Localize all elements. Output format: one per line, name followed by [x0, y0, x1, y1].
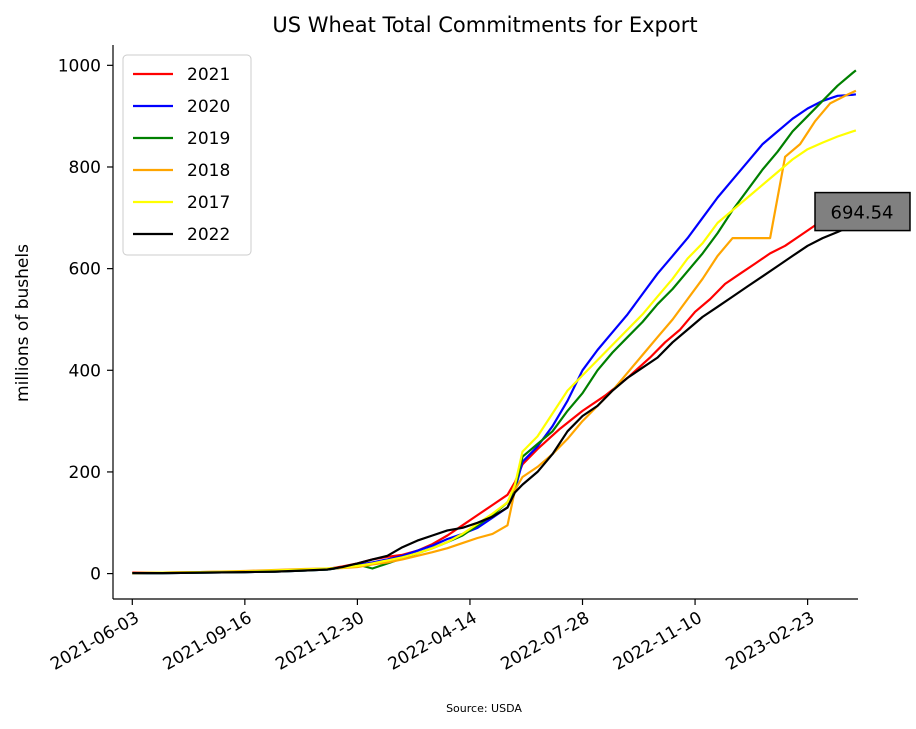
legend-label-2021: 2021: [187, 65, 230, 85]
chart-title: US Wheat Total Commitments for Export: [272, 13, 697, 37]
y-axis-label: millions of bushels: [13, 244, 33, 402]
y-tick-label: 600: [69, 260, 101, 280]
legend-label-2022: 2022: [187, 225, 230, 245]
y-tick-label: 400: [69, 361, 101, 381]
callout-box: [814, 191, 911, 232]
legend-label-2020: 2020: [187, 97, 230, 117]
value-callout: 694.54: [814, 191, 911, 232]
y-tick-label: 200: [69, 463, 101, 483]
x-tick-label: 2022-07-28: [497, 608, 593, 675]
x-tick-label: 2021-06-03: [47, 608, 143, 675]
x-tick-label: 2023-02-23: [723, 608, 819, 675]
y-tick-label: 1000: [58, 56, 101, 76]
source-note: Source: USDA: [446, 702, 522, 715]
series-line-2022: [132, 219, 861, 575]
legend-label-2017: 2017: [187, 193, 230, 213]
y-tick-label: 0: [90, 565, 101, 585]
y-tick-label: 800: [69, 158, 101, 178]
x-tick-label: 2021-09-16: [160, 608, 256, 675]
legend-label-2019: 2019: [187, 129, 230, 149]
x-axis: 2021-06-03 2021-09-16 2021-12-30 2022-04-14…: [47, 598, 858, 675]
callout-value: 694.54: [831, 203, 894, 224]
x-tick-label: 2022-11-10: [610, 608, 706, 675]
x-tick-label: 2021-12-30: [272, 608, 368, 675]
plot-area: [132, 69, 861, 575]
x-tick-label: 2022-04-14: [385, 608, 481, 675]
legend: 2021 2020 2019 2018 2017 2022: [122, 54, 252, 256]
legend-label-2018: 2018: [187, 161, 230, 181]
y-axis: 0 200 400 600 800 1000: [58, 45, 114, 599]
